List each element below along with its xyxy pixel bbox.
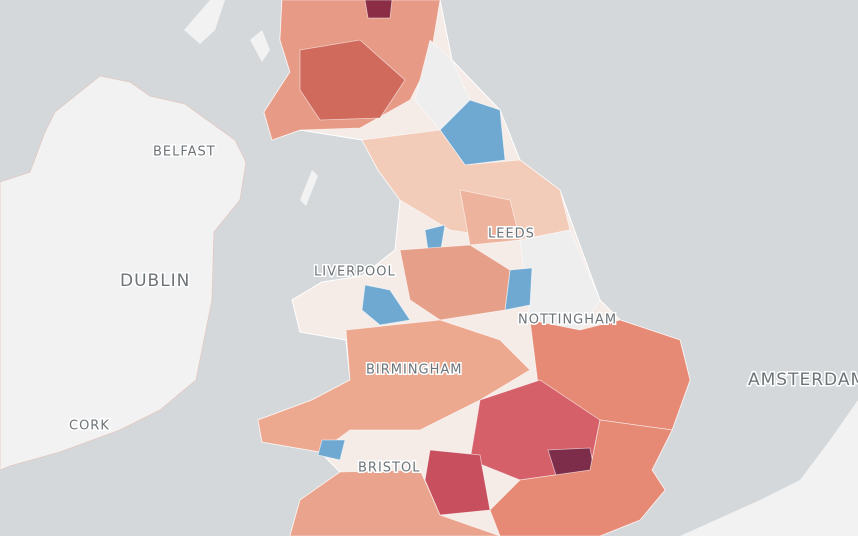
isle-of-man bbox=[300, 170, 318, 206]
region bbox=[519, 229, 601, 331]
place-label: DUBLIN bbox=[120, 271, 190, 291]
region bbox=[299, 39, 406, 121]
region bbox=[399, 244, 511, 321]
place-label: BELFAST bbox=[153, 145, 216, 160]
region bbox=[424, 449, 491, 516]
region bbox=[364, 0, 393, 19]
regions bbox=[257, 0, 691, 536]
ireland bbox=[0, 75, 247, 471]
place-label: BRISTOL bbox=[358, 461, 420, 476]
place-label: NOTTINGHAM bbox=[518, 313, 617, 328]
region bbox=[317, 439, 346, 461]
place-label: AMSTERDAM bbox=[748, 370, 858, 390]
region bbox=[289, 469, 501, 536]
region bbox=[257, 319, 531, 453]
region bbox=[361, 284, 411, 326]
place-label: LIVERPOOL bbox=[314, 265, 396, 280]
continent bbox=[680, 400, 858, 536]
place-label: BIRMINGHAM bbox=[366, 363, 463, 378]
place-label: LEEDS bbox=[488, 227, 535, 242]
arran bbox=[250, 30, 270, 62]
region bbox=[489, 419, 673, 536]
west-islands bbox=[184, 0, 225, 44]
place-label: CORK bbox=[69, 419, 110, 434]
